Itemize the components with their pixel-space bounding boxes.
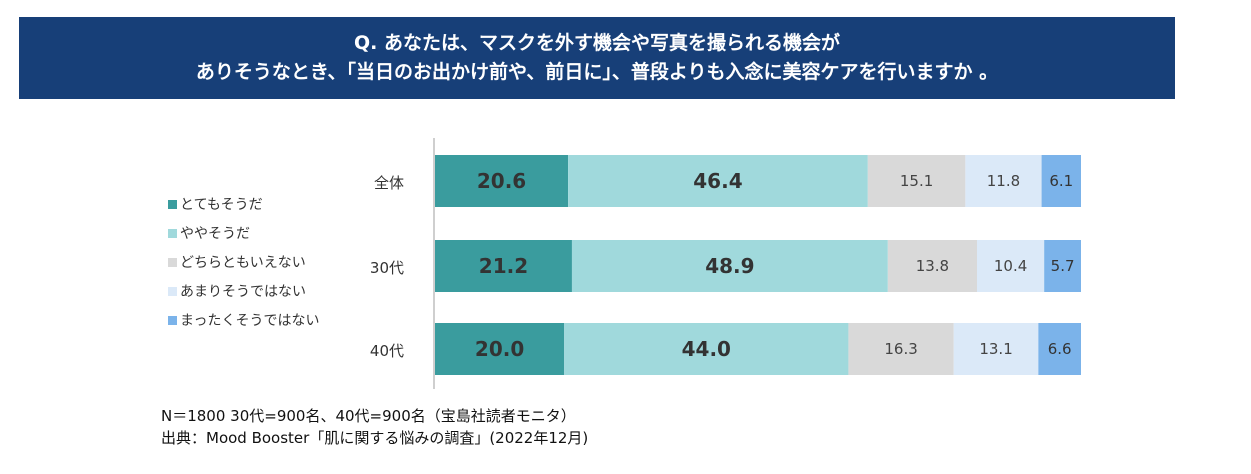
bar-segment-3-3 (848, 323, 954, 375)
bar-segment-2-2 (571, 240, 888, 292)
bar-segment-2-5 (1044, 240, 1081, 292)
bar-label-2-4: 10.4 (994, 257, 1027, 275)
bar-label-3-4: 13.1 (979, 340, 1012, 358)
chart-title-banner: Q. あなたは、マスクを外す機会や写真を撮られる機会が ありそうなとき、「当日の… (19, 17, 1175, 99)
bar-label-3-3: 16.3 (884, 340, 917, 358)
bar-segment-1-3 (867, 155, 966, 207)
bar-label-1-1: 20.6 (477, 169, 526, 193)
bar-label-3-5: 6.6 (1048, 340, 1072, 358)
bar-segment-3-2 (564, 323, 849, 375)
bar-label-2-5: 5.7 (1051, 257, 1075, 275)
legend-label-1: とてもそうだ (180, 197, 263, 213)
legend-swatch-5 (168, 315, 177, 325)
legend-swatch-3 (168, 257, 177, 267)
legend-label-2: ややそうだ (180, 226, 250, 242)
chart-title-line-1: Q. あなたは、マスクを外す機会や写真を撮られる機会が (354, 32, 840, 54)
bar-label-1-4: 11.8 (987, 172, 1020, 190)
bar-label-2-2: 48.9 (705, 254, 754, 278)
bar-segment-1-4 (965, 155, 1042, 207)
legend-item-4: あまりそうではない (168, 281, 306, 301)
legend-label-5: まったくそうではない (180, 313, 320, 329)
bar-label-1-2: 46.4 (693, 169, 742, 193)
category-label-30s: 30代 (369, 259, 404, 277)
legend-item-2: ややそうだ (168, 223, 250, 243)
legend-swatch-2 (168, 228, 177, 238)
sample-size-note: N＝1800 30代=900名、40代=900名（宝島社読者モニタ） (161, 407, 576, 425)
legend-label-3: どちらともいえない (180, 255, 306, 271)
bar-segment-2-4 (976, 240, 1045, 292)
category-axis-line (433, 138, 435, 389)
bar-label-3-1: 20.0 (475, 337, 524, 361)
category-label-40s: 40代 (369, 342, 404, 360)
bar-label-2-1: 21.2 (479, 254, 528, 278)
legend-item-1: とてもそうだ (168, 194, 263, 214)
bar-segment-3-1 (435, 323, 565, 375)
bar-segment-2-1 (435, 240, 572, 292)
bar-segment-3-5 (1038, 323, 1081, 375)
legend-swatch-4 (168, 286, 177, 296)
bar-label-3-2: 44.0 (682, 337, 731, 361)
bar-label-1-3: 15.1 (900, 172, 933, 190)
legend-item-3: どちらともいえない (168, 252, 306, 272)
bar-segment-1-5 (1041, 155, 1081, 207)
legend-label-4: あまりそうではない (180, 284, 306, 300)
chart-title-line-2: ありそうなとき、「当日のお出かけ前や、前日に」、普段よりも入念に美容ケアを行いま… (195, 61, 999, 83)
bar-label-2-3: 13.8 (916, 257, 949, 275)
bar-label-1-5: 6.1 (1049, 172, 1073, 190)
legend-swatch-1 (168, 199, 177, 209)
bar-segment-2-3 (887, 240, 977, 292)
source-note: 出典：Mood Booster「肌に関する悩みの調査」(2022年12月) (161, 429, 589, 447)
bar-segment-1-2 (568, 155, 868, 207)
bar-segment-3-4 (953, 323, 1039, 375)
bar-segment-1-1 (435, 155, 569, 207)
legend-item-5: まったくそうではない (168, 310, 319, 330)
category-label-all: 全体 (373, 174, 404, 192)
